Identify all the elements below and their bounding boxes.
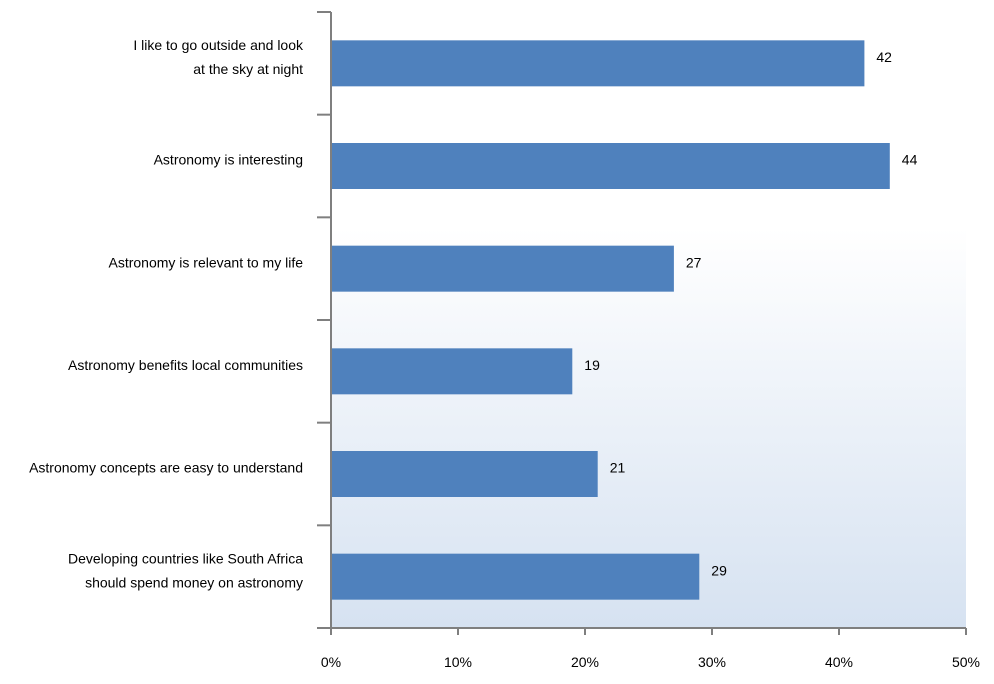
- category-label-line: Astronomy is interesting: [154, 152, 303, 168]
- x-tick-label: 10%: [444, 654, 472, 670]
- bar: [331, 553, 700, 600]
- x-tick-label: 30%: [698, 654, 726, 670]
- category-label-line: Astronomy concepts are easy to understan…: [29, 460, 303, 476]
- axes-layer: [317, 11, 967, 635]
- bar: [331, 245, 674, 292]
- data-label: 19: [584, 357, 600, 373]
- category-label: Astronomy benefits local communities: [68, 357, 303, 373]
- bar: [331, 40, 865, 87]
- x-tick-label: 50%: [952, 654, 980, 670]
- category-label-line: Astronomy is relevant to my life: [108, 254, 303, 270]
- x-tick-label: 20%: [571, 654, 599, 670]
- category-label: I like to go outside and look at the sky …: [133, 37, 304, 77]
- x-tick-label: 0%: [321, 654, 341, 670]
- x-tick-labels-layer: 0% 10% 20% 30% 40% 50%: [321, 654, 980, 670]
- data-labels-layer: 42 44 27 19 21 29: [584, 49, 917, 578]
- x-tick-label: 40%: [825, 654, 853, 670]
- category-label: Astronomy is interesting: [154, 152, 303, 168]
- data-label: 44: [902, 152, 918, 168]
- category-label: Astronomy concepts are easy to understan…: [29, 460, 303, 476]
- category-label-line: should spend money on astronomy: [85, 574, 303, 590]
- data-label: 27: [686, 254, 702, 270]
- data-label: 29: [711, 562, 727, 578]
- data-label: 21: [610, 460, 626, 476]
- data-label: 42: [876, 49, 892, 65]
- bar: [331, 348, 573, 395]
- category-label-line: Developing countries like South Africa: [68, 550, 303, 566]
- bar: [331, 451, 598, 497]
- category-label-line: at the sky at night: [193, 61, 303, 77]
- bars-layer: [331, 40, 890, 600]
- category-label-line: I like to go outside and look: [133, 37, 304, 53]
- category-label: Developing countries like South Africa sh…: [68, 550, 303, 590]
- category-label: Astronomy is relevant to my life: [108, 254, 303, 270]
- category-labels-layer: I like to go outside and look at the sky …: [29, 37, 304, 590]
- category-label-line: Astronomy benefits local communities: [68, 357, 303, 373]
- bar: [331, 143, 890, 189]
